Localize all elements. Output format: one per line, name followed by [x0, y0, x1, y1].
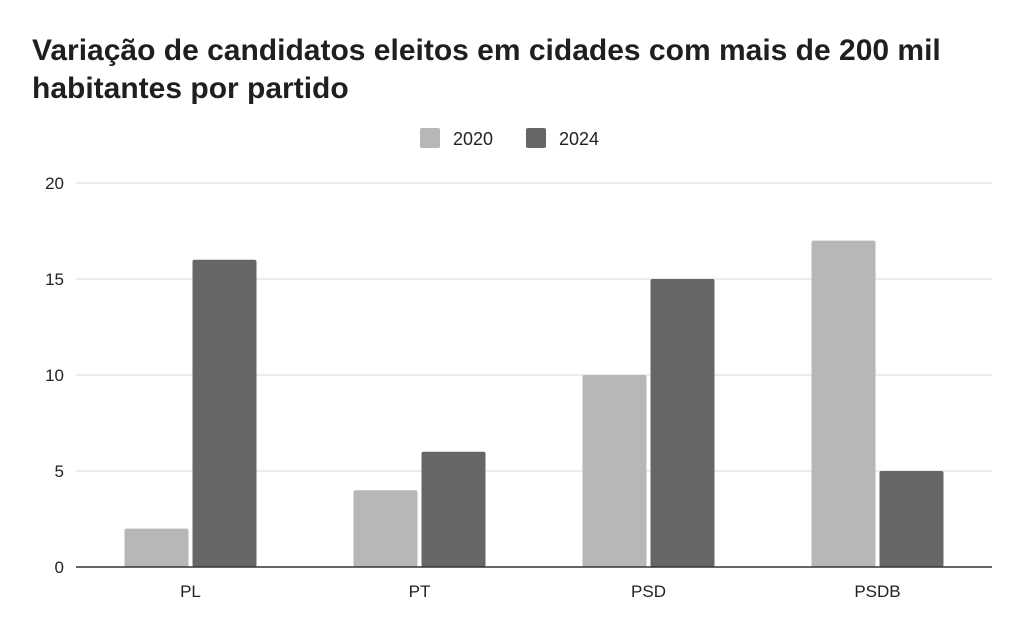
bar-2024-PSD — [650, 279, 715, 567]
x-tick-label: PSDB — [854, 582, 900, 601]
x-tick-label: PL — [180, 582, 201, 601]
y-tick-label: 5 — [55, 462, 64, 481]
legend-swatch-2024 — [526, 128, 546, 148]
y-tick-label: 15 — [45, 270, 64, 289]
x-tick-label: PSD — [631, 582, 666, 601]
legend-label: 2024 — [559, 129, 599, 149]
x-tick-label: PT — [409, 582, 431, 601]
bar-2024-PT — [421, 451, 486, 567]
bar-2020-PT — [353, 490, 418, 567]
y-tick-label: 0 — [55, 558, 64, 577]
bar-2024-PSDB — [879, 471, 944, 567]
y-tick-label: 10 — [45, 366, 64, 385]
chart-title: Variação de candidatos eleitos em cidade… — [32, 34, 941, 105]
legend-swatch-2020 — [420, 128, 440, 148]
bar-2020-PSDB — [811, 240, 876, 567]
legend-label: 2020 — [453, 129, 493, 149]
bar-2020-PL — [124, 528, 189, 567]
bar-2020-PSD — [582, 375, 647, 567]
bar-2024-PL — [192, 259, 257, 567]
y-tick-label: 20 — [45, 174, 64, 193]
